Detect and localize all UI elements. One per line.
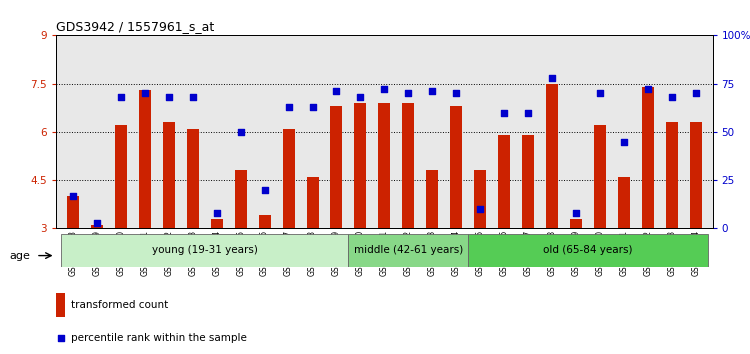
- Bar: [307, 177, 319, 228]
- Point: [67, 193, 79, 198]
- Point: [426, 88, 438, 94]
- Text: old (65-84 years): old (65-84 years): [543, 245, 633, 256]
- Point: [355, 94, 367, 100]
- Text: middle (42-61 years): middle (42-61 years): [354, 245, 463, 256]
- Point: [642, 87, 654, 92]
- Point: [474, 206, 486, 212]
- Point: [259, 187, 271, 193]
- Bar: [115, 125, 127, 228]
- Point: [666, 94, 678, 100]
- Bar: [450, 106, 462, 228]
- Text: transformed count: transformed count: [70, 300, 168, 310]
- Bar: [235, 171, 247, 228]
- Bar: [570, 219, 582, 228]
- Bar: [546, 84, 558, 228]
- Point: [331, 88, 343, 94]
- Bar: [56, 293, 65, 317]
- Bar: [642, 87, 654, 228]
- Point: [307, 104, 319, 110]
- FancyBboxPatch shape: [349, 234, 468, 267]
- Point: [594, 90, 606, 96]
- Bar: [163, 122, 175, 228]
- Point: [618, 139, 630, 144]
- Point: [378, 87, 390, 92]
- Bar: [690, 122, 702, 228]
- Point: [163, 94, 175, 100]
- Text: young (19-31 years): young (19-31 years): [152, 245, 258, 256]
- Bar: [426, 171, 438, 228]
- Bar: [522, 135, 534, 228]
- Bar: [666, 122, 678, 228]
- Point: [522, 110, 534, 115]
- Bar: [498, 135, 510, 228]
- Point: [546, 75, 558, 81]
- Bar: [594, 125, 606, 228]
- Point: [187, 94, 199, 100]
- Point: [91, 220, 103, 225]
- Bar: [67, 196, 79, 228]
- Text: GDS3942 / 1557961_s_at: GDS3942 / 1557961_s_at: [56, 20, 214, 33]
- Point: [690, 90, 702, 96]
- Point: [139, 90, 151, 96]
- Bar: [379, 103, 390, 228]
- Bar: [618, 177, 630, 228]
- Text: percentile rank within the sample: percentile rank within the sample: [70, 333, 247, 343]
- Point: [235, 129, 247, 135]
- Point: [211, 210, 223, 216]
- Bar: [259, 216, 271, 228]
- FancyBboxPatch shape: [61, 234, 349, 267]
- Bar: [402, 103, 414, 228]
- Bar: [355, 103, 367, 228]
- Point: [283, 104, 295, 110]
- Point: [55, 335, 67, 341]
- Point: [570, 210, 582, 216]
- Bar: [331, 106, 343, 228]
- Point: [498, 110, 510, 115]
- FancyBboxPatch shape: [468, 234, 708, 267]
- Bar: [139, 90, 151, 228]
- Bar: [474, 171, 486, 228]
- Point: [450, 90, 462, 96]
- Text: age: age: [9, 251, 30, 261]
- Bar: [283, 129, 295, 228]
- Bar: [187, 129, 199, 228]
- Point: [115, 94, 127, 100]
- Bar: [91, 225, 103, 228]
- Bar: [211, 219, 223, 228]
- Point: [402, 90, 414, 96]
